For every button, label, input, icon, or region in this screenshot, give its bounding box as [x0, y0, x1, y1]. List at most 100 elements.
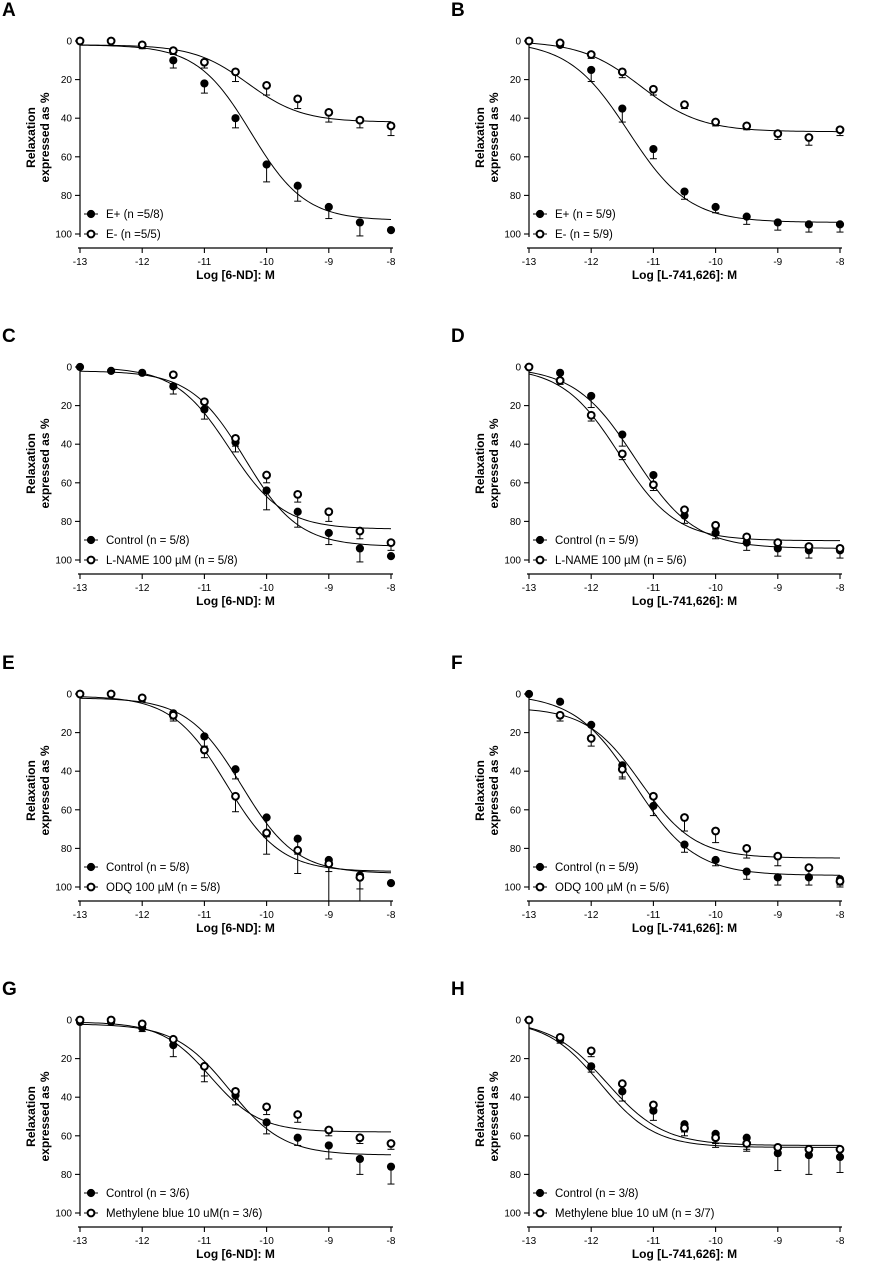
panel-letter: B: [451, 0, 465, 21]
y-axis-title-line: expressed as %: [487, 1071, 501, 1161]
data-point-filled: [587, 391, 596, 401]
data-point-open: [586, 733, 596, 743]
data-point-filled: [386, 1162, 396, 1171]
y-tick-label: 100: [55, 230, 72, 241]
legend-label: L-NAME 100 µM (n = 5/8): [106, 555, 238, 567]
data-point-filled: [556, 697, 565, 706]
x-tick-label: -11: [198, 257, 212, 268]
data-point-open: [324, 507, 334, 517]
legend-label: E+ (n =5/8): [106, 209, 164, 221]
legend-marker: [86, 229, 96, 239]
panel-f: F 0 20 40 60 80 100 Relaxationexpressed as % -13…: [451, 653, 845, 935]
y-axis-title-line: Relaxation: [24, 433, 38, 494]
x-axis-title: Log [6-ND]: M: [196, 1247, 275, 1261]
data-point-filled: [138, 368, 147, 377]
data-point-filled: [587, 720, 596, 729]
y-axis-title: Relaxationexpressed as %: [473, 1071, 501, 1161]
legend-marker: [535, 862, 545, 872]
data-point-open: [106, 1015, 116, 1025]
y-tick-label: 80: [510, 517, 522, 528]
data-point-filled: [649, 470, 658, 480]
data-point-open: [200, 745, 209, 755]
legend-label: E+ (n = 5/9): [555, 209, 616, 221]
data-point-open: [617, 67, 627, 77]
data-point-filled: [324, 1141, 333, 1150]
y-tick-label: 40: [61, 114, 73, 125]
data-point-open: [649, 791, 658, 801]
y-axis-title-line: Relaxation: [473, 107, 487, 168]
y-tick-label: 100: [504, 883, 521, 894]
y-axis-title: Relaxationexpressed as %: [473, 92, 501, 182]
data-point-filled: [386, 879, 396, 888]
data-point-open: [680, 813, 689, 822]
x-tick-label: -10: [259, 1236, 274, 1247]
fit-curve-series-2: [111, 368, 392, 530]
x-tick-label: -13: [522, 910, 537, 921]
legend-marker: [535, 209, 545, 219]
y-axis-title-line: expressed as %: [487, 418, 501, 508]
legend-label: Methylene blue 10 uM (n = 3/7): [555, 1208, 715, 1220]
data-point-open: [773, 129, 783, 139]
data-point-filled: [355, 544, 364, 553]
x-axis-title: Log [L-741,626]: M: [632, 921, 737, 935]
data-point-open: [524, 36, 534, 46]
x-tick-label: -13: [73, 1236, 88, 1247]
x-axis-title: Log [6-ND]: M: [196, 268, 275, 282]
x-axis-title: Log [L-741,626]: M: [632, 1247, 737, 1261]
y-axis-title: Relaxationexpressed as %: [24, 92, 52, 182]
y-axis-title: Relaxationexpressed as %: [24, 1071, 52, 1161]
y-axis-title: Relaxationexpressed as %: [473, 745, 501, 835]
x-tick-label: -13: [522, 257, 537, 268]
y-tick-label: 60: [510, 1131, 522, 1142]
y-tick-label: 20: [61, 728, 73, 739]
legend-marker: [535, 535, 545, 545]
data-point-open: [231, 67, 240, 77]
y-tick-label: 80: [510, 191, 522, 202]
data-point-open: [742, 1139, 752, 1148]
legend-marker: [86, 1208, 96, 1218]
data-point-filled: [680, 840, 689, 849]
x-axis-title: Log [L-741,626]: M: [632, 268, 737, 282]
legend-label: Control (n = 5/9): [555, 535, 639, 547]
x-tick-label: -11: [647, 1236, 661, 1247]
data-point-filled: [587, 65, 596, 75]
fit-curve-series-1: [79, 697, 392, 874]
y-axis-title-line: Relaxation: [24, 107, 38, 168]
y-tick-label: 0: [515, 363, 521, 374]
legend-label: E- (n =5/5): [106, 229, 161, 241]
fit-curve-series-2: [528, 1027, 840, 1148]
y-tick-label: 40: [510, 1093, 522, 1104]
data-point-open: [168, 710, 178, 720]
y-tick-label: 40: [61, 1093, 73, 1104]
y-axis-title-line: Relaxation: [24, 1086, 38, 1147]
data-point-open: [835, 125, 845, 135]
data-point-open: [137, 1019, 147, 1029]
legend-label: ODQ 100 µM (n = 5/6): [555, 882, 669, 894]
y-axis-title-line: Relaxation: [24, 760, 38, 821]
data-point-filled: [773, 873, 782, 882]
data-point-open: [168, 46, 178, 56]
data-point-open: [711, 1133, 720, 1143]
y-tick-label: 0: [515, 37, 521, 48]
data-point-filled: [200, 79, 209, 88]
y-tick-label: 20: [510, 75, 522, 86]
data-point-open: [355, 526, 365, 536]
data-point-open: [168, 370, 178, 380]
data-point-open: [555, 1032, 565, 1042]
data-point-filled: [835, 220, 845, 229]
data-point-filled: [293, 507, 302, 516]
x-tick-label: -12: [135, 910, 150, 921]
data-point-filled: [587, 1062, 596, 1071]
y-tick-label: 80: [61, 844, 73, 855]
y-tick-label: 60: [510, 152, 522, 163]
data-point-open: [137, 40, 147, 50]
data-point-open: [262, 80, 272, 90]
legend-label: ODQ 100 µM (n = 5/8): [106, 882, 220, 894]
data-point-filled: [649, 144, 658, 154]
data-point-open: [804, 1144, 814, 1154]
data-point-open: [355, 872, 365, 882]
x-tick-label: -8: [836, 1236, 845, 1247]
panel-letter: C: [2, 326, 16, 347]
legend-label: E- (n = 5/9): [555, 229, 613, 241]
legend-marker: [86, 555, 96, 565]
